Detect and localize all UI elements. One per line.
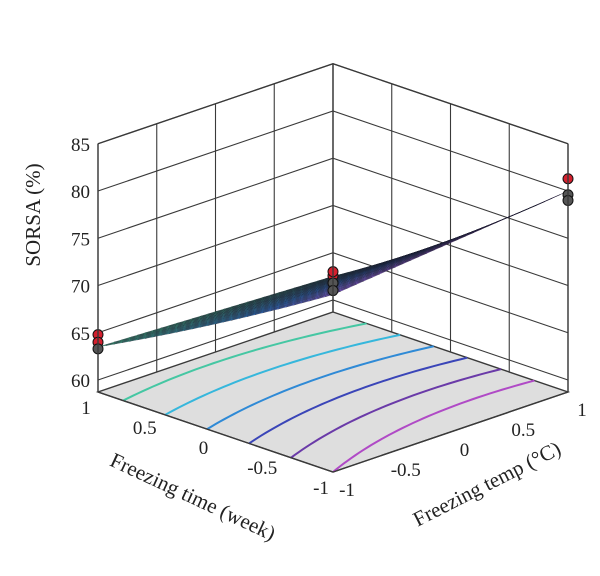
top-back-edge bbox=[97, 63, 569, 145]
contour-line bbox=[164, 333, 401, 416]
x-axis-title: Freezing temp (°C) bbox=[409, 436, 565, 531]
floor-contours bbox=[122, 322, 535, 473]
tick-labels: 60 65 70 75 80 85 -1 -0.5 0 0.5 1 -1 -0.5 0 0.5 1 bbox=[71, 135, 587, 501]
y-tick-label: 0 bbox=[199, 438, 209, 459]
contour-line bbox=[206, 345, 434, 430]
y-tick-label: 0.5 bbox=[133, 418, 157, 439]
z-tick-label: 75 bbox=[71, 229, 90, 250]
y-tick-label: 1 bbox=[81, 398, 91, 419]
x-tick-label: -1 bbox=[339, 480, 355, 501]
z-tick-label: 65 bbox=[71, 324, 90, 345]
contour-line bbox=[332, 379, 535, 473]
x-tick-label: 0 bbox=[460, 440, 470, 461]
z-tick-label: 80 bbox=[71, 182, 90, 203]
x-tick-label: 1 bbox=[577, 400, 587, 421]
floor-front-edge bbox=[97, 391, 569, 473]
front-frame bbox=[97, 63, 569, 473]
contour-line bbox=[248, 356, 468, 445]
z-tick-label: 85 bbox=[71, 135, 90, 156]
x-tick-label: 0.5 bbox=[511, 420, 535, 441]
z-axis-title: SORSA (%) bbox=[21, 163, 45, 266]
contour-line bbox=[290, 368, 502, 459]
y-tick-label: -0.5 bbox=[247, 458, 277, 479]
contour-line bbox=[122, 322, 367, 402]
z-tick-label: 70 bbox=[71, 277, 90, 298]
x-tick-label: -0.5 bbox=[391, 460, 421, 481]
response-surface bbox=[97, 190, 569, 348]
y-tick-label: -1 bbox=[313, 478, 329, 499]
z-tick-label: 60 bbox=[71, 371, 90, 392]
